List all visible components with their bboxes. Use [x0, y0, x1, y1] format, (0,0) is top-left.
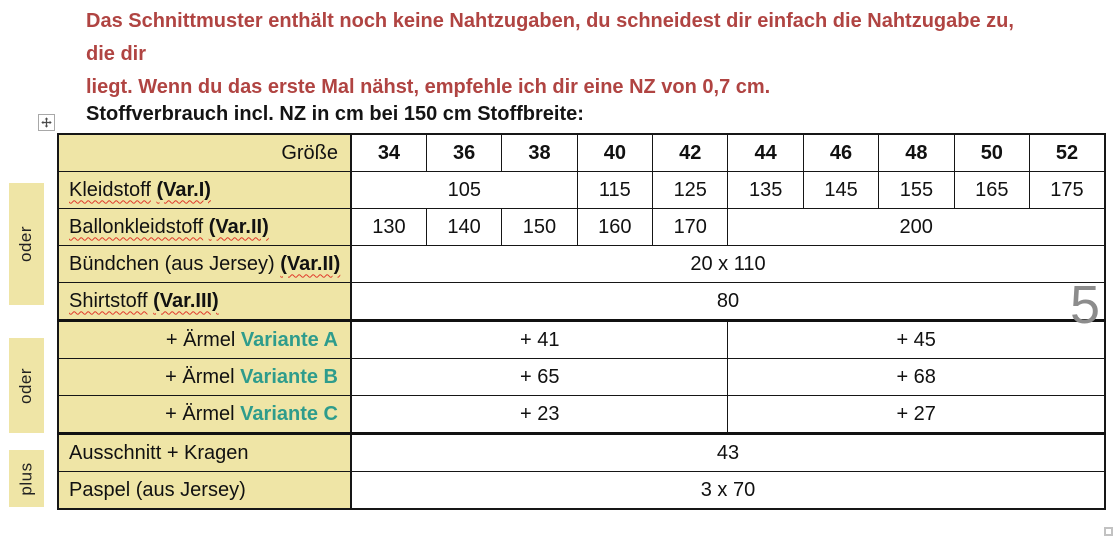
seam-allowance-note: Das Schnittmuster enthält noch keine Nah… [86, 5, 1046, 104]
size-header-label: Größe [57, 133, 352, 172]
group-label-plus: plus [9, 450, 44, 507]
size-col-38: 38 [501, 133, 578, 172]
fabric-usage-table: Größe 34 36 38 40 42 44 46 48 50 52 Klei… [57, 133, 1106, 510]
table-row-aermel-variante-b: + Ärmel Variante B + 65 + 68 [57, 358, 1106, 396]
size-col-44: 44 [727, 133, 804, 172]
value-cell: 150 [501, 208, 578, 246]
value-cell: + 65 [350, 358, 729, 396]
table-row-aermel-variante-a: + Ärmel Variante A + 41 + 45 [57, 320, 1106, 359]
value-cell: 155 [878, 171, 955, 209]
fabric-usage-heading: Stoffverbrauch incl. NZ in cm bei 150 cm… [86, 103, 584, 125]
group-label-text: oder [16, 225, 36, 263]
value-cell: 175 [1029, 171, 1106, 209]
table-row-header: Größe 34 36 38 40 42 44 46 48 50 52 [57, 133, 1106, 172]
value-cell: 135 [727, 171, 804, 209]
table-row-ballonkleidstoff: Ballonkleidstoff (Var.II) 130 140 150 16… [57, 208, 1106, 246]
note-line-2: liegt. Wenn du das erste Mal nähst, empf… [86, 76, 771, 98]
size-col-52: 52 [1029, 133, 1106, 172]
size-col-48: 48 [878, 133, 955, 172]
row-label-ballonkleidstoff: Ballonkleidstoff (Var.II) [57, 208, 352, 246]
table-row-buendchen: Bündchen (aus Jersey) (Var.II) 20 x 110 [57, 245, 1106, 283]
value-cell: + 27 [727, 395, 1106, 435]
row-label-shirtstoff: Shirtstoff (Var.III) [57, 282, 352, 322]
page-number: 5 [1070, 275, 1101, 335]
value-cell: 80 [350, 282, 1106, 322]
value-cell: 125 [652, 171, 729, 209]
value-cell: 115 [576, 171, 654, 209]
value-cell: + 45 [727, 320, 1106, 359]
size-col-46: 46 [802, 133, 880, 172]
group-label-text: plus [16, 461, 36, 496]
value-cell: 170 [652, 208, 729, 246]
value-cell: 20 x 110 [350, 245, 1106, 283]
table-resize-handle[interactable] [1104, 527, 1113, 536]
row-label-buendchen: Bündchen (aus Jersey) (Var.II) [57, 245, 352, 283]
value-cell: 130 [350, 208, 427, 246]
group-label-oder-1: oder [9, 183, 44, 305]
row-label-paspel: Paspel (aus Jersey) [57, 471, 352, 510]
table-row-paspel: Paspel (aus Jersey) 3 x 70 [57, 471, 1106, 510]
group-label-oder-2: oder [9, 338, 44, 433]
row-label-aermel-variante-a: + Ärmel Variante A [57, 320, 352, 359]
size-col-42: 42 [652, 133, 729, 172]
size-col-36: 36 [425, 133, 503, 172]
value-cell: 165 [953, 171, 1031, 209]
value-cell: + 41 [350, 320, 729, 359]
value-cell: 43 [350, 433, 1106, 472]
size-col-34: 34 [350, 133, 427, 172]
size-col-50: 50 [953, 133, 1031, 172]
row-label-aermel-variante-b: + Ärmel Variante B [57, 358, 352, 396]
value-cell: 105 [350, 171, 578, 209]
move-icon [41, 117, 52, 128]
table-row-aermel-variante-c: + Ärmel Variante C + 23 + 27 [57, 395, 1106, 435]
note-line-1: Das Schnittmuster enthält noch keine Nah… [86, 10, 1014, 65]
value-cell: + 68 [727, 358, 1106, 396]
table-row-shirtstoff: Shirtstoff (Var.III) 80 [57, 282, 1106, 322]
value-cell: 160 [576, 208, 654, 246]
table-move-handle[interactable] [38, 114, 55, 131]
group-label-text: oder [16, 367, 36, 404]
value-cell: 3 x 70 [350, 471, 1106, 510]
table-row-kleidstoff: Kleidstoff (Var.I) 105 115 125 135 145 1… [57, 171, 1106, 209]
value-cell: 145 [802, 171, 880, 209]
value-cell: 140 [425, 208, 503, 246]
table-row-ausschnitt-kragen: Ausschnitt + Kragen 43 [57, 433, 1106, 472]
value-cell: 200 [727, 208, 1106, 246]
row-label-kleidstoff: Kleidstoff (Var.I) [57, 171, 352, 209]
value-cell: + 23 [350, 395, 729, 435]
row-label-ausschnitt-kragen: Ausschnitt + Kragen [57, 433, 352, 472]
size-col-40: 40 [576, 133, 654, 172]
row-label-aermel-variante-c: + Ärmel Variante C [57, 395, 352, 435]
